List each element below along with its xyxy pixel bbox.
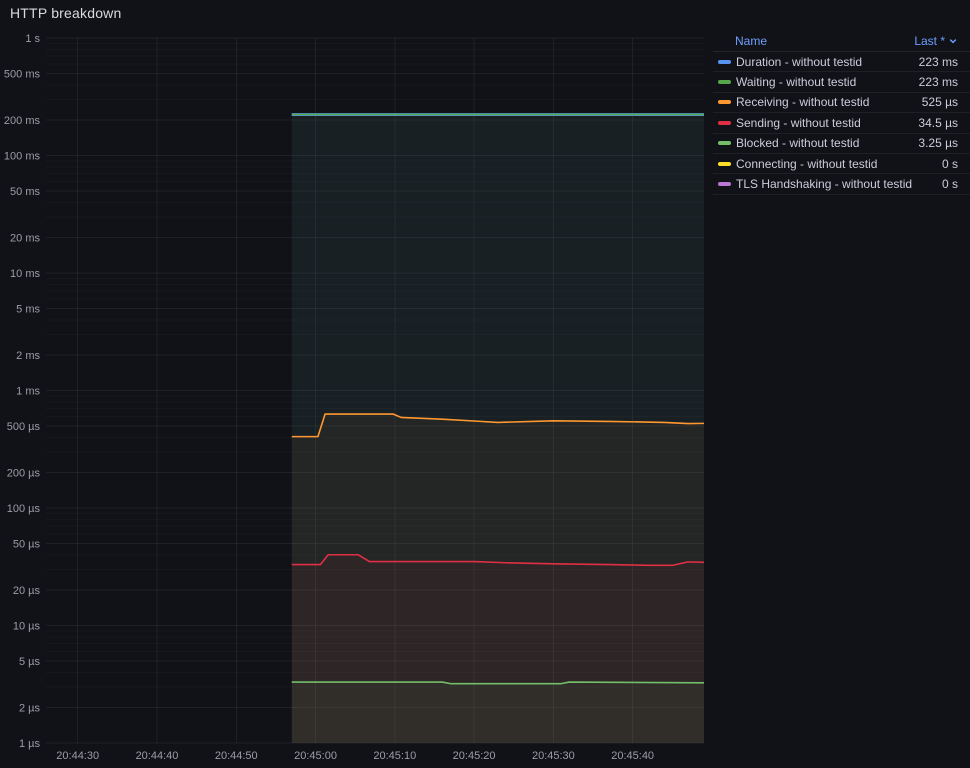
series-color-swatch[interactable] bbox=[718, 120, 731, 125]
series-fill bbox=[291, 114, 704, 744]
x-tick-label: 20:45:30 bbox=[532, 750, 575, 762]
series-name-label[interactable]: Blocked - without testid bbox=[736, 136, 860, 151]
y-tick-label: 10 µs bbox=[13, 621, 41, 633]
y-tick-label: 200 µs bbox=[7, 468, 41, 480]
series-color-swatch[interactable] bbox=[718, 141, 731, 146]
x-tick-label: 20:44:50 bbox=[215, 750, 258, 762]
legend-row[interactable]: Sending - without testid 34.5 µs bbox=[713, 113, 970, 134]
x-tick-label: 20:45:00 bbox=[294, 750, 337, 762]
series-fill bbox=[291, 414, 704, 743]
series-fill bbox=[291, 682, 704, 743]
x-tick-label: 20:45:10 bbox=[373, 750, 416, 762]
x-tick-label: 20:44:30 bbox=[56, 750, 99, 762]
series-fill bbox=[291, 114, 704, 744]
legend-row[interactable]: Duration - without testid 223 ms bbox=[713, 52, 970, 73]
series-color-swatch[interactable] bbox=[718, 100, 731, 105]
y-tick-label: 5 µs bbox=[19, 656, 41, 668]
y-tick-label: 200 ms bbox=[4, 115, 41, 127]
y-tick-label: 10 ms bbox=[10, 268, 40, 280]
series-name-label[interactable]: Sending - without testid bbox=[736, 115, 861, 130]
y-tick-label: 1 µs bbox=[19, 738, 41, 750]
series-line bbox=[291, 681, 704, 685]
series-last-value: 0 s bbox=[941, 177, 958, 192]
y-tick-label: 2 ms bbox=[16, 350, 40, 362]
y-tick-label: 100 ms bbox=[4, 151, 41, 163]
y-tick-label: 5 ms bbox=[16, 303, 40, 315]
series-color-swatch[interactable] bbox=[718, 59, 731, 64]
legend-header: Name Last * bbox=[713, 31, 970, 52]
series-color-swatch[interactable] bbox=[718, 161, 731, 166]
series-last-value: 223 ms bbox=[918, 75, 958, 90]
series-last-value: 3.25 µs bbox=[918, 136, 958, 151]
legend-row[interactable]: TLS Handshaking - without testid 0 s bbox=[713, 174, 970, 195]
x-tick-label: 20:45:40 bbox=[611, 750, 654, 762]
series-last-value: 223 ms bbox=[918, 54, 958, 69]
y-tick-label: 500 µs bbox=[7, 421, 41, 433]
legend-column-last[interactable]: Last * bbox=[914, 34, 958, 48]
series-line bbox=[291, 553, 704, 567]
y-tick-label: 500 ms bbox=[4, 68, 41, 80]
series-name-label[interactable]: Connecting - without testid bbox=[736, 156, 878, 171]
y-tick-label: 20 µs bbox=[13, 585, 41, 597]
legend-column-last-label: Last * bbox=[914, 34, 945, 48]
y-tick-label: 2 µs bbox=[19, 703, 41, 715]
series-name-label[interactable]: Waiting - without testid bbox=[736, 75, 857, 90]
legend-rows: Duration - without testid 223 ms Waiting… bbox=[713, 52, 970, 195]
y-tick-label: 1 ms bbox=[16, 386, 40, 398]
y-tick-label: 20 ms bbox=[10, 233, 40, 245]
x-tick-label: 20:44:40 bbox=[136, 750, 179, 762]
y-tick-label: 100 µs bbox=[7, 503, 41, 515]
legend-column-name[interactable]: Name bbox=[735, 34, 768, 48]
series-last-value: 0 s bbox=[941, 156, 958, 171]
legend-row[interactable]: Waiting - without testid 223 ms bbox=[713, 72, 970, 93]
series-last-value: 525 µs bbox=[921, 95, 958, 110]
series-name-label[interactable]: TLS Handshaking - without testid bbox=[736, 177, 913, 192]
legend-row[interactable]: Receiving - without testid 525 µs bbox=[713, 93, 970, 114]
legend-row[interactable]: Connecting - without testid 0 s bbox=[713, 154, 970, 175]
panel-title[interactable]: HTTP breakdown bbox=[10, 5, 122, 21]
y-tick-label: 1 s bbox=[25, 33, 40, 45]
series-color-swatch[interactable] bbox=[718, 80, 731, 85]
x-tick-label: 20:45:20 bbox=[453, 750, 496, 762]
y-tick-label: 50 ms bbox=[10, 186, 40, 198]
series-name-label[interactable]: Duration - without testid bbox=[736, 54, 863, 69]
y-tick-label: 50 µs bbox=[13, 538, 41, 550]
series-name-label[interactable]: Receiving - without testid bbox=[736, 95, 870, 110]
series-color-swatch[interactable] bbox=[718, 182, 731, 187]
series-line bbox=[291, 413, 704, 438]
series-last-value: 34.5 µs bbox=[918, 115, 958, 130]
legend-table: Name Last * Duration - without testid 22… bbox=[713, 31, 970, 195]
chart-plot-area[interactable] bbox=[46, 38, 704, 743]
legend-row[interactable]: Blocked - without testid 3.25 µs bbox=[713, 134, 970, 154]
caret-down-icon bbox=[949, 39, 957, 44]
series-fill bbox=[291, 554, 704, 743]
